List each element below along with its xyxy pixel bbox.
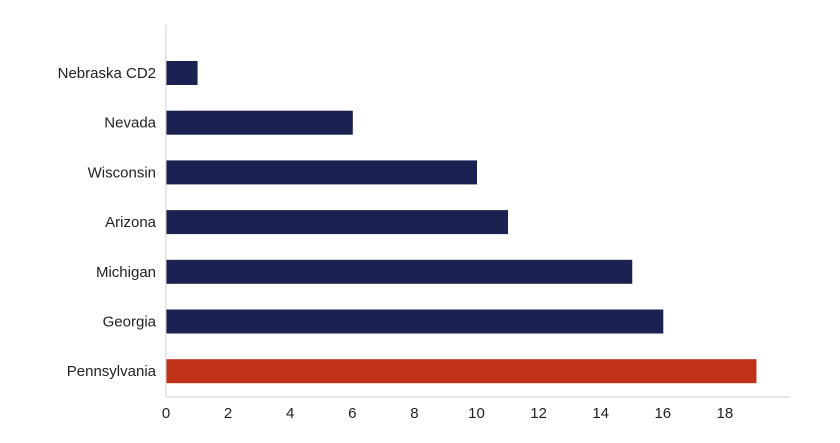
x-tick-label: 10	[468, 405, 485, 422]
category-label-georgia: Georgia	[103, 314, 157, 331]
x-tick-label: 4	[286, 405, 294, 422]
bars-group	[166, 61, 757, 384]
bar-nevada	[166, 110, 353, 135]
category-label-pennsylvania: Pennsylvania	[67, 363, 157, 380]
x-tick-label: 2	[224, 405, 232, 422]
bar-wisconsin	[166, 160, 477, 185]
category-label-arizona: Arizona	[105, 214, 157, 231]
bar-michigan	[166, 259, 633, 284]
bar-nebraska-cd2	[166, 61, 198, 85]
x-tick-label: 6	[348, 405, 356, 422]
category-label-nevada: Nevada	[104, 115, 156, 132]
x-tick-labels: 0 2 4 6 8 10 12 14 16 18	[162, 405, 733, 422]
category-label-wisconsin: Wisconsin	[88, 164, 156, 181]
x-tick-label: 18	[717, 405, 734, 422]
category-labels: Nebraska CD2 Nevada Wisconsin Arizona Michig…	[58, 65, 157, 380]
bar-pennsylvania	[166, 359, 757, 384]
x-tick-label: 0	[162, 405, 170, 422]
x-tick-label: 8	[410, 405, 418, 422]
bar-georgia	[166, 309, 664, 334]
bar-arizona	[166, 210, 509, 235]
x-tick-label: 12	[530, 405, 547, 422]
category-label-michigan: Michigan	[96, 264, 156, 281]
category-label-nebraska-cd2: Nebraska CD2	[58, 65, 156, 82]
x-tick-label: 14	[592, 405, 609, 422]
x-tick-label: 16	[654, 405, 671, 422]
